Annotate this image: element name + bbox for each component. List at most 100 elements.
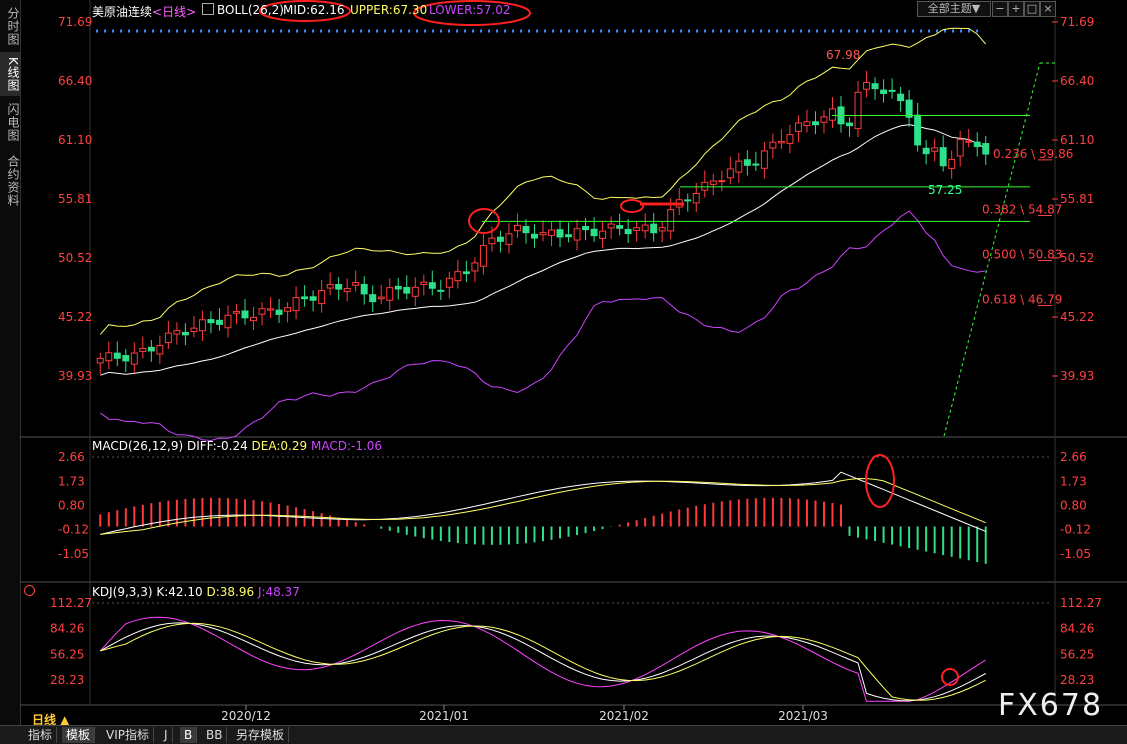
boll-lower: LOWER:57.02 (429, 3, 511, 17)
candle (726, 156, 734, 185)
candle (803, 109, 811, 133)
kdj-j: J:48.37 (257, 585, 300, 599)
kdj-tick-right: 84.26 (1060, 622, 1094, 636)
candle (837, 95, 845, 133)
candle (760, 141, 768, 179)
price-tick-left: 39.93 (58, 369, 92, 383)
macd-diff-line (100, 471, 986, 535)
candle (854, 81, 862, 138)
sidebar: 分时图 K线图 闪电图 合约资料 (0, 0, 21, 725)
candle (675, 188, 683, 216)
kdj-label: KDJ(9,3,3) K:42.10 D:38.96 J:48.37 (92, 585, 300, 599)
candle (880, 79, 888, 103)
candle (914, 102, 922, 152)
candle (403, 275, 411, 300)
candle (233, 304, 240, 325)
candle (931, 138, 939, 162)
high-price-label: 67.98 (826, 48, 860, 62)
candle (709, 173, 717, 196)
candle (811, 111, 819, 135)
kdj-d: D:38.96 (206, 585, 255, 599)
candle (548, 221, 555, 247)
fib-level-label: 0.500 \ 50.83 (982, 248, 1062, 262)
tab-template[interactable]: 模板 (62, 727, 96, 743)
tab-save-template[interactable]: 另存模板 (232, 727, 290, 743)
tab-indicators[interactable]: 指标 (24, 727, 58, 743)
boll-mid: MID:62.16 (283, 3, 345, 17)
tab-j[interactable]: J (160, 727, 173, 743)
macd-dea: DEA:0.29 (251, 439, 308, 453)
tab-kline[interactable]: K线图 (0, 52, 20, 96)
macd-tick-right: 1.73 (1060, 474, 1087, 488)
kdj-tick-left: 56.25 (50, 647, 84, 661)
minus-icon[interactable]: − (992, 1, 1008, 17)
macd-diff: DIFF:-0.24 (186, 439, 248, 453)
candle (888, 78, 896, 99)
candle (326, 272, 334, 296)
price-tick-right: 39.93 (1060, 369, 1094, 383)
tab-contract-info[interactable]: 合约资料 (6, 155, 20, 207)
price-tick-left: 45.22 (58, 310, 92, 324)
highlight-circle (620, 199, 644, 213)
tab-bb[interactable]: BB (202, 727, 228, 743)
tab-timeshare[interactable]: 分时图 (6, 6, 20, 46)
candlesticks (96, 70, 990, 375)
candle (829, 97, 836, 128)
candle (956, 130, 964, 167)
theme-dropdown[interactable]: 全部主题▼ (917, 1, 991, 17)
close-icon[interactable]: × (1040, 1, 1056, 17)
candle (147, 339, 155, 362)
boll-mid-line (100, 124, 986, 376)
plus-icon[interactable]: + (1008, 1, 1024, 17)
price-tick-right: 50.52 (1060, 251, 1094, 265)
boll-icon (202, 3, 214, 15)
candle (130, 342, 138, 374)
kline-chart[interactable]: 0.236 \ 59.86 0.382 \ 54.87 0.500 \ 50.83 0… (20, 0, 1127, 725)
candle (973, 132, 981, 157)
kdj-settings-icon[interactable] (24, 585, 35, 596)
candle (156, 335, 164, 364)
kdj-k: K:42.10 (156, 585, 203, 599)
watermark-logo: FX678 (998, 688, 1104, 723)
candle (352, 270, 360, 292)
candle (301, 285, 309, 307)
candle (948, 150, 956, 179)
boll-upper: UPPER:67.30 (350, 3, 428, 17)
candle (181, 323, 189, 346)
boll-upper-line (99, 27, 987, 335)
boll-name: BOLL(26,2) (217, 3, 284, 17)
kdj-tick-right: 28.23 (1060, 673, 1094, 687)
candle (215, 308, 223, 331)
tab-b[interactable]: B (180, 727, 198, 743)
date-label: 2021/01 (419, 709, 469, 723)
date-label: 2020/12 (221, 709, 271, 723)
kdj-highlight-circle (941, 668, 959, 686)
period-selector[interactable]: 日线 ▲ (32, 713, 70, 727)
candle (565, 222, 573, 243)
candle (224, 305, 232, 338)
tab-vip-indicators[interactable]: VIP指标 (102, 727, 154, 743)
candle (735, 153, 743, 183)
candle (394, 277, 402, 300)
tab-flash[interactable]: 闪电图 (6, 102, 20, 142)
macd-highlight-circle (865, 454, 895, 508)
period-text: <日线> (152, 5, 197, 19)
boll-lower-line (100, 210, 986, 442)
kdj-tick-right: 112.27 (1060, 596, 1102, 610)
candle (505, 223, 513, 254)
candle (607, 216, 615, 239)
kdj-panel (92, 602, 1052, 702)
candle (820, 110, 828, 134)
candle (428, 270, 436, 296)
candle (284, 302, 292, 323)
candle (496, 230, 504, 253)
price-tick-left: 71.69 (58, 15, 92, 29)
candle (122, 349, 130, 372)
candle (590, 217, 598, 242)
candle (250, 306, 257, 330)
window-icon[interactable]: □ (1024, 1, 1040, 17)
candle (624, 218, 632, 243)
candle (267, 297, 275, 319)
macd-label: MACD(26,12,9) DIFF:-0.24 DEA:0.29 MACD:-… (92, 439, 382, 453)
macd-tick-right: -1.05 (1060, 547, 1091, 561)
